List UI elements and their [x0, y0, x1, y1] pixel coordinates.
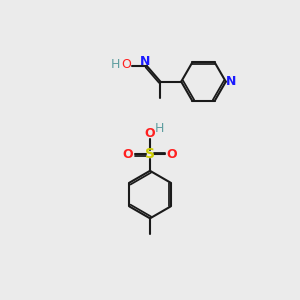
Text: H: H — [155, 122, 164, 135]
Text: N: N — [140, 55, 151, 68]
Text: N: N — [226, 75, 236, 88]
Text: H: H — [111, 58, 121, 71]
Text: O: O — [167, 148, 177, 161]
Text: O: O — [123, 148, 133, 161]
Text: O: O — [121, 58, 131, 71]
Text: S: S — [145, 148, 155, 161]
Text: O: O — [145, 127, 155, 140]
